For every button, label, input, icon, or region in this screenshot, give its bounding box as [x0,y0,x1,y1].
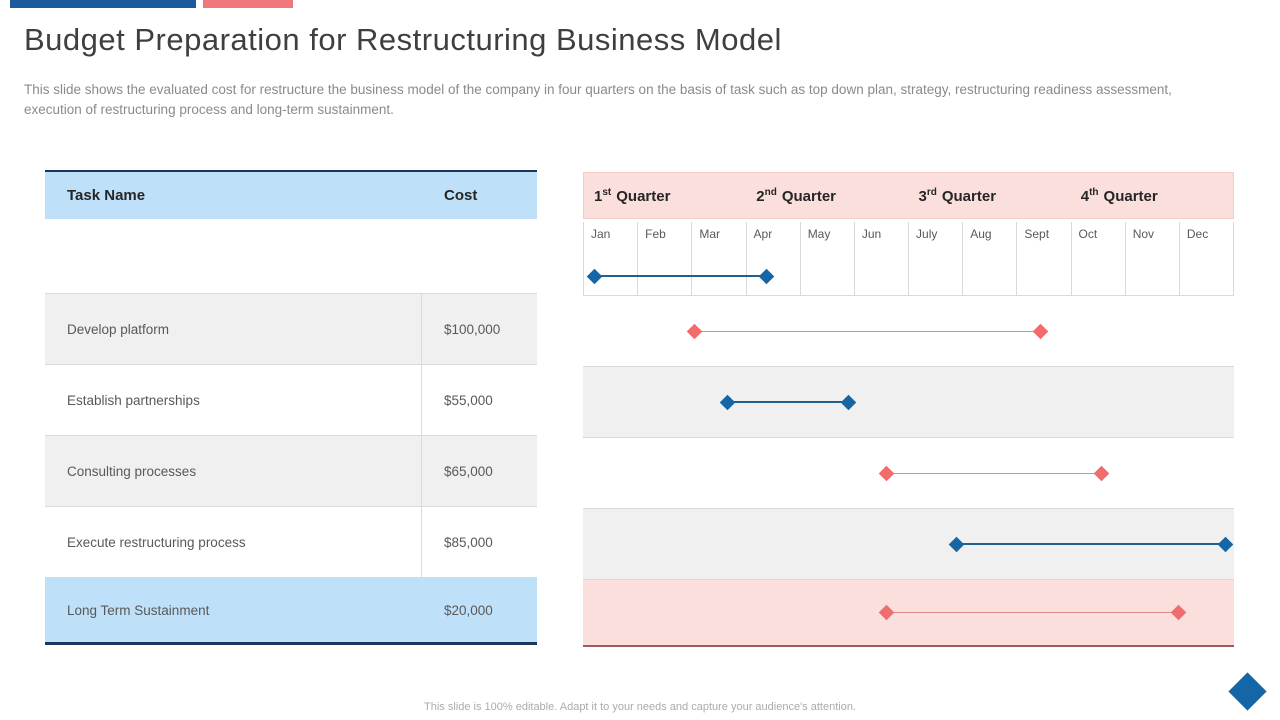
cost-table: Task Name Cost Develop platform $100,000… [45,170,537,645]
task-name-cell: Long Term Sustainment [45,578,422,642]
accent-bar-pink [203,0,293,8]
task-name-cell: Consulting processes [45,436,422,506]
gantt-bar [878,465,1109,481]
task-name-cell: Execute restructuring process [45,507,422,577]
month-cell: Mar [692,222,747,295]
table-row: Establish partnerships $55,000 [45,364,537,435]
bar-line [726,401,849,403]
month-cell: Aug [963,222,1018,295]
month-cell: Nov [1126,222,1180,295]
task-name-cell: Establish partnerships [45,365,422,435]
task-name-cell: Develop platform [45,294,422,364]
month-cell: May [801,222,855,295]
month-cell: Oct [1072,222,1126,295]
month-cell: July [909,222,964,295]
month-cell: Feb [638,222,693,295]
diamond-marker [1033,323,1049,339]
bar-line [593,275,768,277]
gantt-row-establish-partnerships [583,366,1234,437]
diamond-marker [878,465,894,481]
bar-line [694,330,1042,332]
gantt-bar [948,536,1234,552]
gantt-bar [719,394,857,410]
quarter-label-3: 3rd Quarter [918,186,997,205]
table-empty-row [45,219,537,293]
cost-cell: $100,000 [444,321,501,337]
editable-note: This slide is 100% editable. Adapt it to… [424,701,856,713]
month-cell: Sept [1017,222,1072,295]
quarter-label-2: 2nd Quarter [756,186,836,205]
gantt-chart: 1st Quarter 2nd Quarter 3rd Quarter 4th Quar… [583,172,1235,647]
cost-cell: $20,000 [444,602,493,618]
quarters-header: 1st Quarter 2nd Quarter 3rd Quarter 4th Quar… [583,172,1234,219]
months-row: Jan Feb Mar Apr May Jun July Aug Sept Oc… [583,222,1235,295]
diamond-marker [1093,465,1109,481]
bar-line [885,472,1102,474]
table-row: Long Term Sustainment $20,000 [45,577,537,645]
column-header-cost: Cost [444,187,478,204]
gantt-bar [586,268,775,284]
diamond-marker [948,536,965,552]
month-cell: Jun [855,222,910,295]
gantt-row-develop-platform [583,295,1234,366]
diamond-marker [1218,536,1234,552]
column-header-task: Task Name [67,187,146,204]
table-row: Consulting processes $65,000 [45,435,537,506]
diamond-marker [686,323,703,339]
diamond-marker [878,604,894,621]
gantt-row-long-term-sustainment [583,579,1234,647]
bar-line [956,543,1227,545]
accent-bar-blue [10,0,196,8]
table-row: Execute restructuring process $85,000 [45,506,537,577]
subtitle: This slide shows the evaluated cost for … [24,82,1172,117]
diamond-marker [1170,604,1186,621]
diamond-marker [840,394,857,410]
quarter-label-4: 4th Quarter [1080,186,1158,205]
page-title: Budget Preparation for Restructuring Bus… [24,22,782,57]
cost-cell: $85,000 [444,534,493,550]
month-cell: Dec [1180,222,1235,295]
table-row: Develop platform $100,000 [45,293,537,364]
diamond-marker [719,394,736,410]
table-header: Task Name Cost [45,172,537,219]
month-cell: Jan [584,222,639,295]
cost-cell: $65,000 [444,463,493,479]
gantt-row-consulting-processes [583,437,1234,508]
month-cell: Apr [747,222,801,295]
gantt-bar [686,323,1049,339]
gantt-row-execute-restructuring [583,508,1234,579]
gantt-bar [878,604,1186,621]
quarter-label-1: 1st Quarter [594,186,671,205]
bar-line [885,612,1179,613]
cost-cell: $55,000 [444,392,493,408]
